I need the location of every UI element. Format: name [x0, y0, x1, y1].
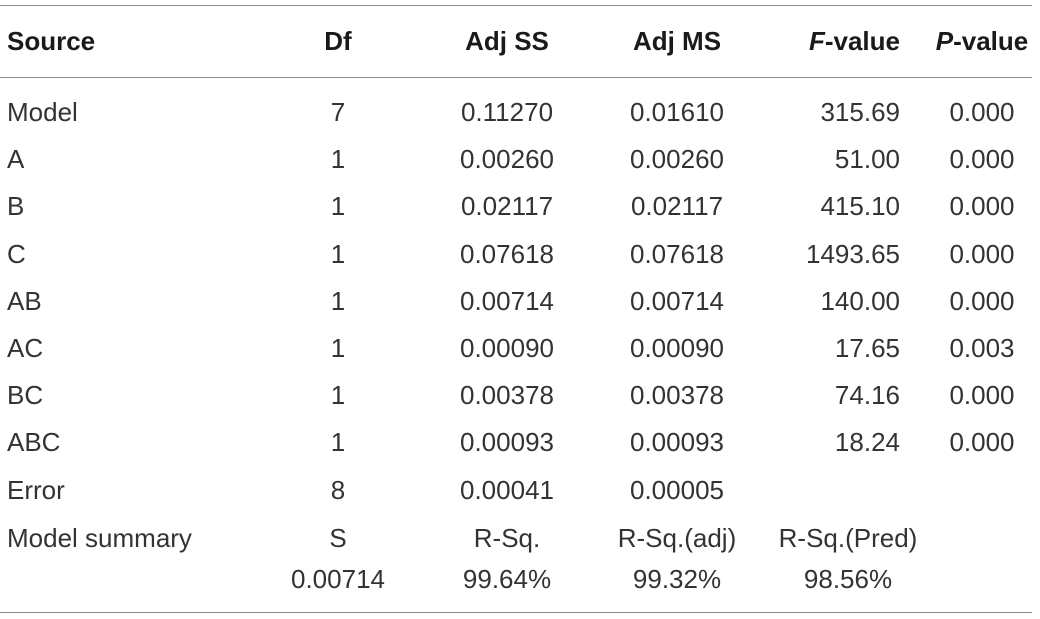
summary-rsq-adj-label: R-Sq.(adj): [617, 523, 737, 553]
cell-adj-ms: 0.07618: [630, 239, 724, 269]
cell-adj-ss: 0.00714: [460, 286, 554, 316]
summary-s-label: S: [329, 523, 347, 553]
cell-adj-ss: 0.02117: [460, 191, 554, 221]
cell-adj-ss: 0.00378: [460, 380, 554, 410]
cell-p-value: 0.000: [949, 239, 1015, 269]
cell-adj-ss: 0.11270: [460, 97, 554, 127]
cell-adj-ss: 0.00093: [460, 427, 554, 457]
cell-source: B: [7, 191, 25, 221]
cell-adj-ms: 0.02117: [630, 191, 724, 221]
cell-adj-ss: 0.07618: [460, 239, 554, 269]
table-row: AB 1 0.00714 0.00714 140.00 0.000: [0, 286, 1040, 333]
cell-adj-ss: 0.00041: [460, 475, 554, 505]
cell-f-value: 415.10: [820, 191, 900, 221]
header-adj-ss: Adj SS: [465, 26, 549, 56]
summary-values-row: 0.00714 99.64% 99.32% 98.56%: [0, 564, 1040, 611]
bottom-rule: [0, 612, 1032, 613]
cell-source: AB: [7, 286, 42, 316]
cell-adj-ms: 0.00005: [630, 475, 724, 505]
cell-p-value: 0.000: [949, 286, 1015, 316]
table-row: ABC 1 0.00093 0.00093 18.24 0.000: [0, 427, 1040, 474]
cell-p-value: 0.000: [949, 191, 1015, 221]
top-rule: [0, 5, 1032, 6]
cell-p-value: 0.000: [949, 380, 1015, 410]
summary-s-value: 0.00714: [291, 564, 385, 594]
cell-f-value: 51.00: [834, 144, 900, 174]
cell-adj-ms: 0.01610: [630, 97, 724, 127]
header-adj-ms: Adj MS: [632, 26, 722, 56]
table-row: C 1 0.07618 0.07618 1493.65 0.000: [0, 239, 1040, 286]
header-p-italic: P: [935, 26, 954, 56]
cell-df: 8: [330, 475, 346, 505]
summary-rsq-label: R-Sq.: [473, 523, 541, 553]
cell-f-value: 315.69: [820, 97, 900, 127]
cell-f-value: 18.24: [834, 427, 900, 457]
cell-df: 1: [330, 427, 346, 457]
cell-source: Model: [7, 97, 78, 127]
header-df: Df: [324, 26, 352, 56]
table-row: B 1 0.02117 0.02117 415.10 0.000: [0, 191, 1040, 238]
cell-source: ABC: [7, 427, 61, 457]
cell-f-value: 140.00: [820, 286, 900, 316]
cell-adj-ms: 0.00714: [630, 286, 724, 316]
cell-adj-ss: 0.00090: [460, 333, 554, 363]
table-row: BC 1 0.00378 0.00378 74.16 0.000: [0, 380, 1040, 427]
cell-f-value: 17.65: [834, 333, 900, 363]
header-source: Source: [7, 26, 96, 56]
summary-rsq-adj-value: 99.32%: [632, 564, 722, 594]
cell-adj-ss: 0.00260: [460, 144, 554, 174]
cell-p-value: 0.000: [949, 427, 1015, 457]
cell-df: 1: [330, 191, 346, 221]
cell-df: 1: [330, 144, 346, 174]
cell-f-value: 74.16: [834, 380, 900, 410]
cell-p-value: 0.000: [949, 97, 1015, 127]
cell-df: 1: [330, 239, 346, 269]
header-f-value: F-value: [760, 26, 900, 56]
cell-df: 7: [330, 97, 346, 127]
cell-source: AC: [7, 333, 44, 363]
table-row: Error 8 0.00041 0.00005: [0, 475, 1040, 522]
cell-p-value: 0.000: [949, 144, 1015, 174]
table-row: Model 7 0.11270 0.01610 315.69 0.000: [0, 97, 1040, 144]
cell-source: BC: [7, 380, 44, 410]
header-row: Source Df Adj SS Adj MS F-value P-value: [0, 26, 1040, 73]
cell-p-value: 0.003: [949, 333, 1015, 363]
summary-label: Model summary: [7, 523, 192, 553]
cell-df: 1: [330, 333, 346, 363]
cell-adj-ms: 0.00260: [630, 144, 724, 174]
cell-source: C: [7, 239, 26, 269]
cell-df: 1: [330, 380, 346, 410]
header-f-rest: -value: [824, 26, 900, 56]
table-row: AC 1 0.00090 0.00090 17.65 0.003: [0, 333, 1040, 380]
cell-adj-ms: 0.00378: [630, 380, 724, 410]
header-rule: [0, 77, 1032, 78]
header-f-italic: F: [808, 26, 825, 56]
cell-f-value: 1493.65: [806, 239, 900, 269]
table-row: A 1 0.00260 0.00260 51.00 0.000: [0, 144, 1040, 191]
summary-rsq-value: 99.64%: [462, 564, 552, 594]
header-p-rest: -value: [953, 26, 1029, 56]
cell-adj-ms: 0.00093: [630, 427, 724, 457]
cell-adj-ms: 0.00090: [630, 333, 724, 363]
cell-source: Error: [7, 475, 65, 505]
summary-rsq-pred-value: 98.56%: [803, 564, 893, 594]
cell-df: 1: [330, 286, 346, 316]
cell-source: A: [7, 144, 25, 174]
summary-labels-row: Model summary S R-Sq. R-Sq.(adj) R-Sq.(P…: [0, 523, 1040, 570]
header-p-value: P-value: [928, 26, 1036, 56]
summary-rsq-pred-label: R-Sq.(Pred): [778, 523, 918, 553]
